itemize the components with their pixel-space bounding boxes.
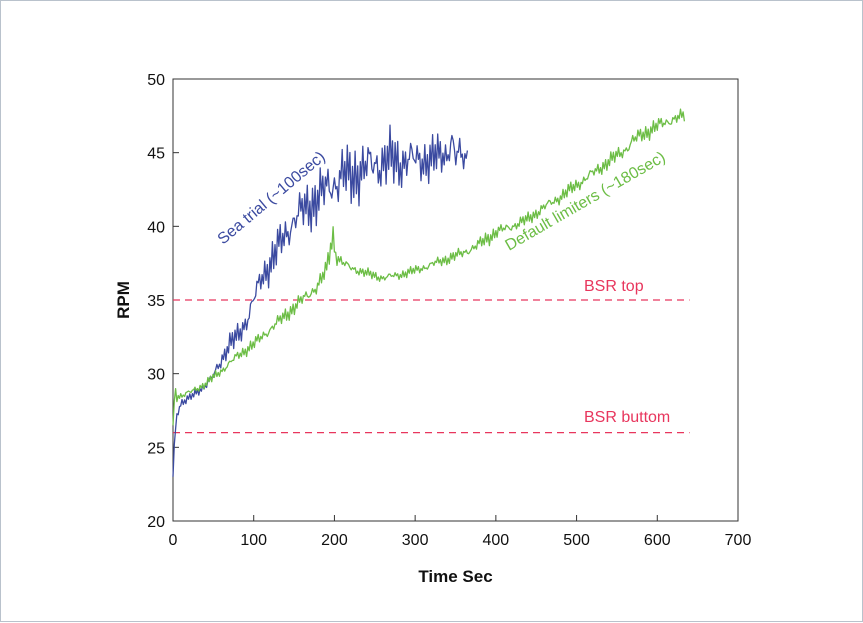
reference-lines — [173, 299, 690, 434]
x-tick-label: 700 — [725, 532, 752, 549]
x-tick-label: 0 — [169, 532, 178, 549]
x-tick-label: 200 — [321, 532, 348, 549]
y-tick-label: 45 — [147, 146, 165, 163]
x-tick-label: 400 — [483, 532, 510, 549]
annotation-bsr-bottom: BSR buttom — [584, 409, 670, 426]
y-tick-label: 30 — [147, 367, 165, 384]
annotation-bsr-top: BSR top — [584, 278, 644, 295]
x-tick-label: 100 — [240, 532, 267, 549]
x-tick-label: 500 — [563, 532, 590, 549]
y-tick-label: 25 — [147, 440, 165, 457]
axis-ticks: 0 100 200 300 400 500 600 700 20 25 30 35 40 45 50 — [147, 72, 751, 549]
y-axis-title: RPM — [114, 281, 133, 319]
y-tick-label: 20 — [147, 514, 165, 531]
y-tick-label: 40 — [147, 219, 165, 236]
y-tick-label: 35 — [147, 293, 165, 310]
y-tick-label: 50 — [147, 72, 165, 89]
x-tick-label: 600 — [644, 532, 671, 549]
x-tick-label: 300 — [402, 532, 429, 549]
x-axis-title: Time Sec — [418, 567, 492, 586]
data-series — [172, 108, 686, 477]
series-line-0 — [172, 124, 469, 477]
series-line-1 — [172, 108, 686, 426]
